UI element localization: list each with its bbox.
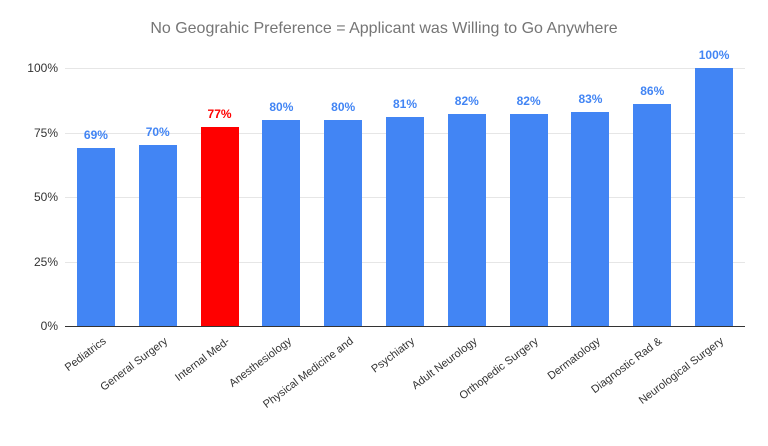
bar	[695, 68, 734, 326]
bar	[509, 114, 548, 326]
x-axis-category-label: General Surgery	[98, 335, 171, 394]
bar-value-label: 83%	[578, 91, 603, 106]
bar-value-label: 70%	[145, 125, 170, 140]
y-axis-tick-label: 50%	[33, 190, 58, 204]
bar-value-label: 100%	[698, 48, 730, 62]
chart-title: No Geograhic Preference = Applicant was …	[150, 20, 618, 37]
x-axis-category-label: Pediatrics	[62, 335, 109, 374]
x-axis-category-label: Dermatology	[545, 335, 603, 383]
y-axis-tick-label: 0%	[40, 319, 58, 333]
y-gridline	[65, 68, 745, 69]
bar-value-label: 80%	[331, 99, 356, 114]
bar	[76, 147, 115, 326]
bar	[571, 111, 610, 326]
bar-value-label: 86%	[640, 84, 665, 99]
bar	[447, 114, 486, 326]
bar-value-label: 80%	[269, 99, 294, 114]
bar-highlighted	[200, 127, 239, 326]
bar-value-label: 77%	[207, 107, 232, 122]
bar	[386, 117, 424, 326]
bar-value-label: 82%	[454, 94, 479, 109]
y-axis-tick-label: 25%	[33, 254, 58, 269]
bar-value-label: 82%	[516, 94, 541, 109]
bar-value-label: 81%	[392, 97, 418, 112]
bar	[138, 145, 177, 326]
bar-value-label: 69%	[83, 127, 108, 142]
y-axis-tick-label: 100%	[27, 61, 58, 75]
x-axis-baseline	[65, 326, 745, 327]
x-axis-category-label: Internal Med-	[172, 335, 232, 384]
x-axis-category-label: Psychiatry	[369, 335, 418, 376]
bar	[324, 119, 363, 326]
bar	[262, 119, 301, 326]
bar	[633, 104, 672, 326]
y-axis-tick-label: 75%	[33, 125, 58, 140]
